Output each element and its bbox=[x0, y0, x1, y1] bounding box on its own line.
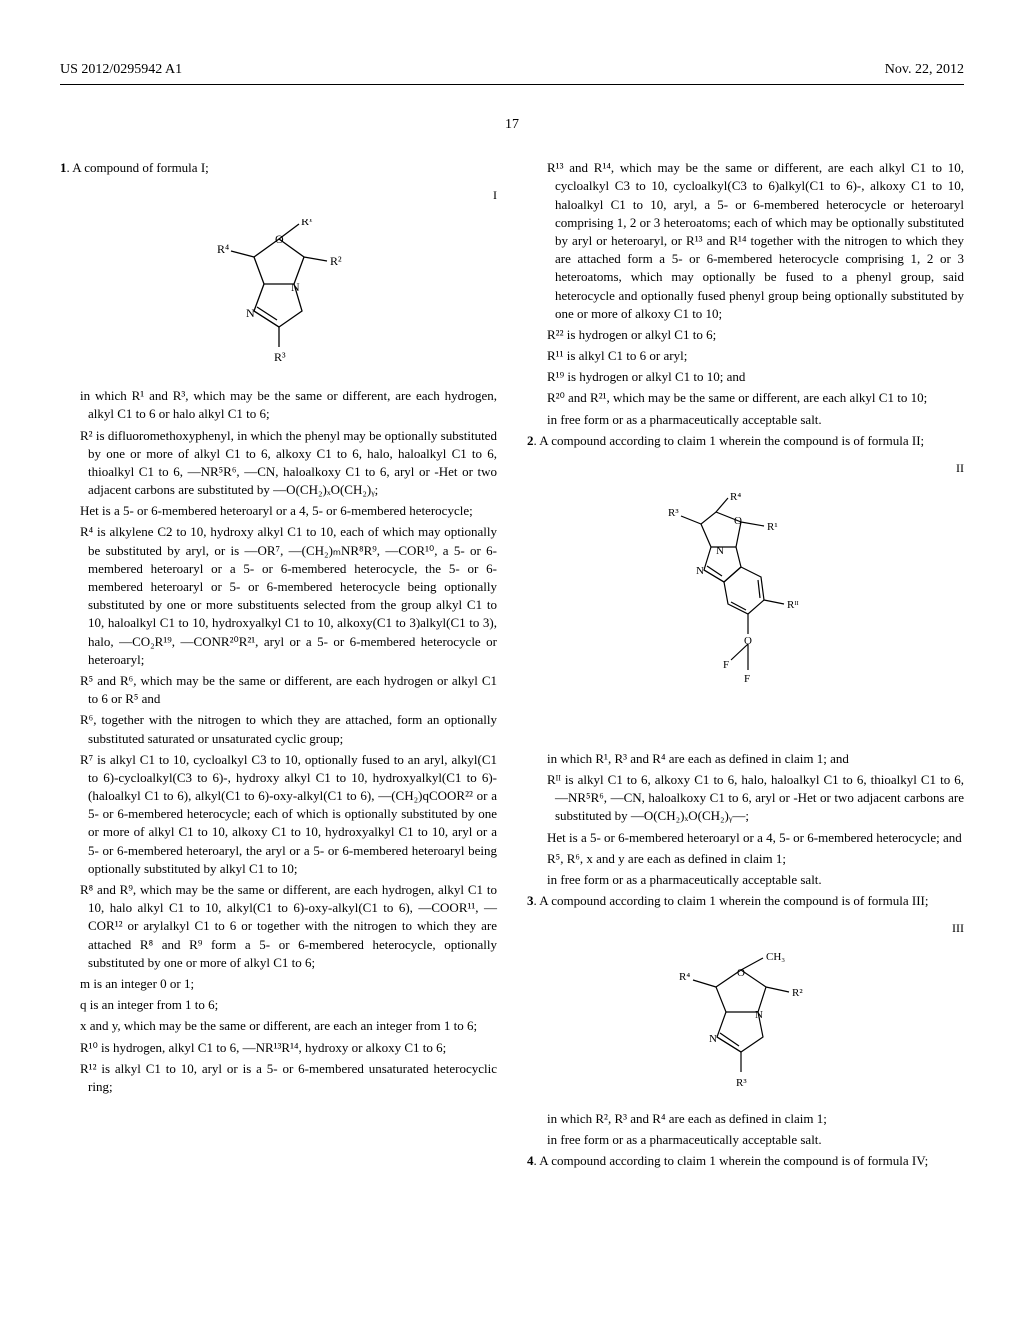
page-header: US 2012/0295942 A1 Nov. 22, 2012 bbox=[60, 60, 964, 85]
r20r21-def: R²⁰ and R²¹, which may be the same or di… bbox=[535, 389, 964, 407]
r5r6xy-def: R⁵, R⁶, x and y are each as defined in c… bbox=[535, 850, 964, 868]
claim-1-text: . A compound of formula I; bbox=[67, 160, 209, 175]
label-n2-iii: N bbox=[709, 1033, 717, 1045]
formula-iii-label: III bbox=[527, 920, 964, 937]
label-n2: N bbox=[246, 306, 255, 320]
label-rii: Rᴵᴵ bbox=[787, 599, 799, 611]
q-def: q is an integer from 1 to 6; bbox=[68, 996, 497, 1014]
label-r3-ii: R³ bbox=[668, 507, 679, 519]
r5r6-def-a: R⁵ and R⁶, which may be the same or diff… bbox=[68, 672, 497, 708]
formula-i-structure: R¹ O R² R⁴ N N R³ bbox=[209, 219, 349, 369]
rii-def: Rᴵᴵ is alkyl C1 to 6, alkoxy C1 to 6, ha… bbox=[535, 771, 964, 826]
label-f-ii-2: F bbox=[744, 673, 750, 685]
claim-1-intro: 1. A compound of formula I; bbox=[60, 159, 497, 177]
label-r2-iii: R² bbox=[792, 987, 803, 999]
doc-number: US 2012/0295942 A1 bbox=[60, 60, 182, 80]
formula-ii-label: II bbox=[527, 460, 964, 477]
claim-3-intro: 3. A compound according to claim 1 where… bbox=[527, 892, 964, 910]
doc-date: Nov. 22, 2012 bbox=[885, 60, 964, 80]
label-f-ii-1: F bbox=[723, 659, 729, 671]
formula-i-label: I bbox=[60, 187, 497, 204]
claim-2-text: . A compound according to claim 1 wherei… bbox=[534, 433, 925, 448]
r2-def: R² is difluoromethoxyphenyl, in which th… bbox=[68, 427, 497, 500]
r6-def-b: R⁶, together with the nitrogen to which … bbox=[68, 711, 497, 747]
r22-def: R²² is hydrogen or alkyl C1 to 6; bbox=[535, 326, 964, 344]
in-which-1: in which R¹ and R³, which may be the sam… bbox=[68, 387, 497, 423]
r10-def: R¹⁰ is hydrogen, alkyl C1 to 6, —NR¹³R¹⁴… bbox=[68, 1039, 497, 1057]
label-r3: R³ bbox=[274, 350, 286, 364]
label-o: O bbox=[275, 232, 284, 246]
left-column: 1. A compound of formula I; I bbox=[60, 159, 497, 1173]
claim-2-intro: 2. A compound according to claim 1 where… bbox=[527, 432, 964, 450]
in-which-2: in which R¹, R³ and R⁴ are each as defin… bbox=[535, 750, 964, 768]
r12-def: R¹² is alkyl C1 to 10, aryl or is a 5- o… bbox=[68, 1060, 497, 1096]
claim-3-text: . A compound according to claim 1 wherei… bbox=[534, 893, 929, 908]
label-r1: R¹ bbox=[301, 219, 313, 228]
label-n1: N bbox=[291, 280, 300, 294]
right-column: R¹³ and R¹⁴, which may be the same or di… bbox=[527, 159, 964, 1173]
label-r4-ii: R⁴ bbox=[730, 492, 741, 503]
formula-i-block: I R¹ O bbox=[60, 187, 497, 369]
label-r4: R⁴ bbox=[217, 242, 229, 256]
free-form-3: in free form or as a pharmaceutically ac… bbox=[535, 1131, 964, 1149]
claim-4-text: . A compound according to claim 1 wherei… bbox=[534, 1153, 929, 1168]
label-o-iii: O bbox=[737, 967, 745, 979]
label-r1-ii: R¹ bbox=[767, 521, 778, 533]
label-n-ii-b: N bbox=[696, 565, 704, 577]
r11-def: R¹¹ is alkyl C1 to 6 or aryl; bbox=[535, 347, 964, 365]
in-which-3: in which R², R³ and R⁴ are each as defin… bbox=[535, 1110, 964, 1128]
r19-def: R¹⁹ is hydrogen or alkyl C1 to 10; and bbox=[535, 368, 964, 386]
claim-4-intro: 4. A compound according to claim 1 where… bbox=[527, 1152, 964, 1170]
label-ch3: CH₃ bbox=[766, 952, 785, 963]
free-form-2: in free form or as a pharmaceutically ac… bbox=[535, 871, 964, 889]
m-def: m is an integer 0 or 1; bbox=[68, 975, 497, 993]
xy-def: x and y, which may be the same or differ… bbox=[68, 1017, 497, 1035]
het2-def: Het is a 5- or 6-membered heteroaryl or … bbox=[535, 829, 964, 847]
page-number: 17 bbox=[60, 115, 964, 135]
label-r4-iii: R⁴ bbox=[679, 971, 690, 983]
label-n-ii-a: N bbox=[716, 545, 724, 557]
label-r2: R² bbox=[330, 254, 342, 268]
r4-def: R⁴ is alkylene C2 to 10, hydroxy alkyl C… bbox=[68, 523, 497, 669]
free-form-1: in free form or as a pharmaceutically ac… bbox=[535, 411, 964, 429]
formula-ii-block: II bbox=[527, 460, 964, 732]
r13r14-def: R¹³ and R¹⁴, which may be the same or di… bbox=[535, 159, 964, 323]
r8r9-def: R⁸ and R⁹, which may be the same or diff… bbox=[68, 881, 497, 972]
formula-iii-block: III CH₃ O R² R⁴ N bbox=[527, 920, 964, 1092]
two-column-layout: 1. A compound of formula I; I bbox=[60, 159, 964, 1173]
het-def: Het is a 5- or 6-membered heteroaryl or … bbox=[68, 502, 497, 520]
r7-def: R⁷ is alkyl C1 to 10, cycloalkyl C3 to 1… bbox=[68, 751, 497, 878]
label-o-ii: O bbox=[734, 515, 742, 527]
label-r3-iii: R³ bbox=[736, 1077, 747, 1089]
label-o-ii-2: O bbox=[744, 635, 752, 647]
label-n1-iii: N bbox=[755, 1009, 763, 1021]
formula-iii-structure: CH₃ O R² R⁴ N N R³ bbox=[671, 952, 821, 1092]
formula-ii-structure: R⁴ O R¹ R³ N N Rᴵᴵ O F F bbox=[656, 492, 836, 732]
